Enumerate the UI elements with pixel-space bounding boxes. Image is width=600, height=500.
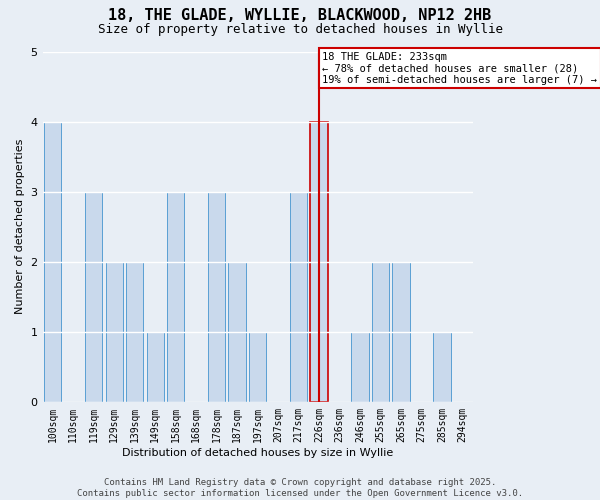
Y-axis label: Number of detached properties: Number of detached properties [15, 139, 25, 314]
Text: Contains HM Land Registry data © Crown copyright and database right 2025.
Contai: Contains HM Land Registry data © Crown c… [77, 478, 523, 498]
Bar [106, 262, 123, 402]
Bar [167, 192, 184, 402]
Text: 18, THE GLADE, WYLLIE, BLACKWOOD, NP12 2HB: 18, THE GLADE, WYLLIE, BLACKWOOD, NP12 2… [109, 8, 491, 22]
Text: 18 THE GLADE: 233sqm
← 78% of detached houses are smaller (28)
19% of semi-detac: 18 THE GLADE: 233sqm ← 78% of detached h… [322, 52, 597, 84]
Bar [372, 262, 389, 402]
Bar [310, 122, 328, 402]
Bar [352, 332, 369, 402]
Bar [146, 332, 164, 402]
Bar [44, 122, 61, 402]
Bar [208, 192, 226, 402]
Bar [249, 332, 266, 402]
Bar [85, 192, 103, 402]
Text: Size of property relative to detached houses in Wyllie: Size of property relative to detached ho… [97, 22, 503, 36]
Bar [290, 192, 307, 402]
Bar [392, 262, 410, 402]
Bar [433, 332, 451, 402]
X-axis label: Distribution of detached houses by size in Wyllie: Distribution of detached houses by size … [122, 448, 393, 458]
Bar [126, 262, 143, 402]
Bar [229, 262, 246, 402]
